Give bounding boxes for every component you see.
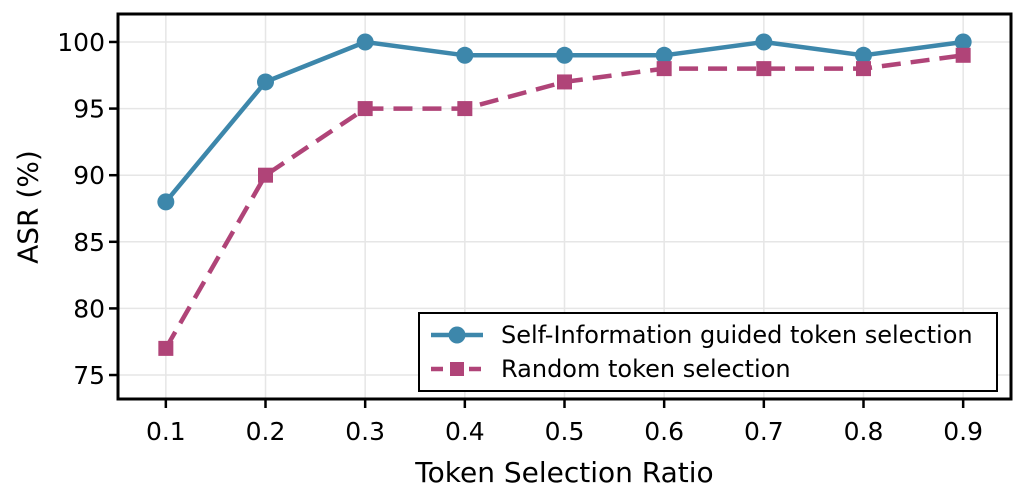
- data-point-circle: [854, 46, 872, 64]
- x-tick-label: 0.7: [744, 417, 784, 446]
- x-axis-label: Token Selection Ratio: [415, 456, 714, 489]
- x-tick-label: 0.9: [943, 417, 983, 446]
- data-point-square: [756, 61, 772, 77]
- legend-label: Random token selection: [501, 354, 791, 383]
- data-point-circle: [456, 46, 474, 64]
- data-point-square: [557, 74, 572, 90]
- data-point-square: [656, 61, 672, 77]
- legend-label: Self-Information guided token selection: [501, 321, 973, 350]
- data-point-circle: [257, 73, 275, 91]
- y-axis-label: ASR (%): [11, 150, 45, 264]
- data-point-square: [258, 167, 274, 183]
- data-point-square: [955, 47, 971, 63]
- x-tick-label: 0.1: [146, 417, 186, 446]
- x-tick-label: 0.4: [445, 417, 485, 446]
- y-tick-label: 100: [57, 28, 105, 57]
- legend-entry-random: Random token selection: [430, 355, 988, 383]
- y-tick-label: 80: [73, 294, 105, 323]
- data-point-circle: [954, 33, 972, 51]
- legend-entry-self-information: Self-Information guided token selection: [430, 321, 988, 349]
- legend-sample-circle: [448, 326, 466, 344]
- data-point-square: [158, 340, 174, 356]
- y-tick-label: 75: [73, 361, 105, 390]
- data-point-square: [855, 61, 871, 77]
- legend-sample-square: [450, 361, 464, 376]
- x-tick-label: 0.2: [246, 417, 286, 446]
- legend-sample-dash-square-icon: [431, 361, 483, 376]
- data-point-square: [457, 101, 473, 117]
- legend: Self-Information guided token selection …: [418, 312, 998, 392]
- x-tick-label: 0.5: [545, 417, 585, 446]
- data-point-circle: [655, 46, 673, 64]
- x-tick-label: 0.3: [345, 417, 385, 446]
- y-tick-label: 85: [73, 228, 105, 257]
- data-point-circle: [755, 33, 773, 51]
- y-tick-label: 95: [73, 95, 105, 124]
- y-tick-label: 90: [73, 161, 105, 190]
- data-point-circle: [356, 33, 374, 51]
- data-point-circle: [157, 193, 175, 211]
- legend-sample-line-circle-icon: [431, 326, 483, 344]
- x-tick-label: 0.8: [844, 417, 884, 446]
- x-tick-label: 0.6: [644, 417, 684, 446]
- data-point-circle: [556, 46, 573, 64]
- data-point-square: [357, 101, 373, 117]
